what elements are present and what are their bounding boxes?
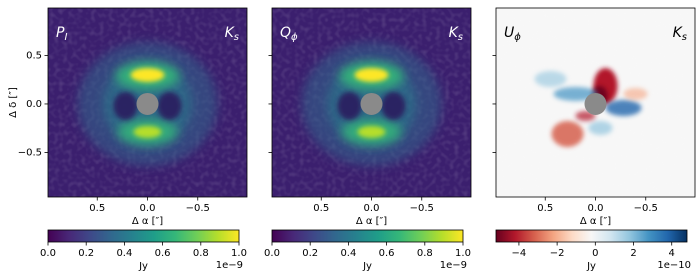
colorbar-tick-label: −4 xyxy=(512,248,527,259)
band-label-sub: s xyxy=(234,32,239,43)
panel-label-sub: ϕ xyxy=(291,32,298,43)
colorbar xyxy=(495,229,688,243)
band-label: Ks xyxy=(673,25,687,43)
x-tick-label: 0.0 xyxy=(588,203,604,214)
colorbar-offset: 1e−9 xyxy=(440,260,467,271)
colorbar-offset: 1e−10 xyxy=(657,260,691,271)
colorbar-tick-label: 0.8 xyxy=(417,248,433,259)
band-label-main: K xyxy=(449,25,460,41)
image-feature xyxy=(534,70,567,87)
panel-label-main: U xyxy=(504,25,514,41)
colorbar-tick-label: 0.2 xyxy=(302,248,318,259)
x-tick-label: 0.5 xyxy=(89,203,105,214)
colorbar-tick-label: 4 xyxy=(669,248,675,259)
colorbar xyxy=(47,229,240,243)
colorbar-tick-label: 0.6 xyxy=(155,248,171,259)
colorbar-tick-label: 0.8 xyxy=(193,248,209,259)
image-feature xyxy=(357,125,386,138)
panel-label: PI xyxy=(56,25,67,43)
panel-label-sub: ϕ xyxy=(514,32,521,43)
image-feature xyxy=(354,67,389,82)
image-feature xyxy=(605,99,642,116)
colorbar-tick-label: 1.0 xyxy=(455,248,471,259)
axes xyxy=(44,55,199,201)
image-feature xyxy=(130,67,165,82)
panel-label-sub: I xyxy=(64,32,67,43)
band-label-main: K xyxy=(673,25,684,41)
x-axis-label: Δ α [″] xyxy=(356,216,387,227)
image xyxy=(48,8,247,197)
colorbar-label: Jy xyxy=(138,261,148,272)
colorbar-label: Jy xyxy=(362,261,372,272)
y-tick-label: 0.5 xyxy=(26,50,42,61)
colorbar-tick-label: 0.4 xyxy=(340,248,356,259)
x-tick-label: 0.0 xyxy=(364,203,380,214)
coronagraph-mask xyxy=(136,92,159,115)
x-tick-label: 0.5 xyxy=(537,203,553,214)
colorbar-tick-label: 0.0 xyxy=(40,248,56,259)
x-tick-label: −0.5 xyxy=(410,203,434,214)
band-label-sub: s xyxy=(458,32,463,43)
panel-label: Qϕ xyxy=(280,25,298,43)
image-feature xyxy=(337,91,362,120)
colorbar-tick-label: 0.4 xyxy=(116,248,132,259)
image-feature xyxy=(623,87,648,100)
band-label: Ks xyxy=(449,25,463,43)
axes xyxy=(268,55,423,201)
y-tick-label: 0.0 xyxy=(26,99,42,110)
x-axis-label: Δ α [″] xyxy=(132,216,163,227)
panel-label: Uϕ xyxy=(504,25,521,43)
image-feature xyxy=(588,120,613,135)
coronagraph-mask xyxy=(360,92,383,115)
coronagraph-mask xyxy=(584,92,607,115)
x-tick-label: 0.0 xyxy=(140,203,156,214)
x-tick-label: −0.5 xyxy=(186,203,210,214)
colorbar-tick-label: 2 xyxy=(630,248,636,259)
colorbar-tick-label: −2 xyxy=(550,248,565,259)
x-tick-label: −0.5 xyxy=(634,203,658,214)
image xyxy=(272,8,471,197)
image-feature xyxy=(553,86,598,101)
image xyxy=(496,8,695,197)
y-tick-label: −0.5 xyxy=(18,147,42,158)
colorbar-tick-label: 0.0 xyxy=(264,248,280,259)
colorbar-tick-label: 0.2 xyxy=(78,248,94,259)
x-axis-label: Δ α [″] xyxy=(580,216,611,227)
colorbar-tick-label: 1.0 xyxy=(231,248,247,259)
colorbar-tick-label: 0 xyxy=(592,248,598,259)
axes xyxy=(492,55,647,201)
image-feature xyxy=(157,91,182,120)
y-axis-label: Δ δ [″] xyxy=(8,87,19,118)
colorbar-tick-label: 0.6 xyxy=(379,248,395,259)
image-feature xyxy=(381,91,406,120)
band-label: Ks xyxy=(225,25,239,43)
image-feature xyxy=(133,125,162,138)
panel-label-main: P xyxy=(56,25,65,41)
colorbar-label: Jy xyxy=(586,261,596,272)
panel-label-main: Q xyxy=(280,25,291,41)
image-feature xyxy=(551,120,584,147)
image-feature xyxy=(113,91,138,120)
colorbar xyxy=(271,229,464,243)
x-tick-label: 0.5 xyxy=(313,203,329,214)
colorbar-offset: 1e−9 xyxy=(216,260,243,271)
band-label-main: K xyxy=(225,25,236,41)
band-label-sub: s xyxy=(682,32,687,43)
